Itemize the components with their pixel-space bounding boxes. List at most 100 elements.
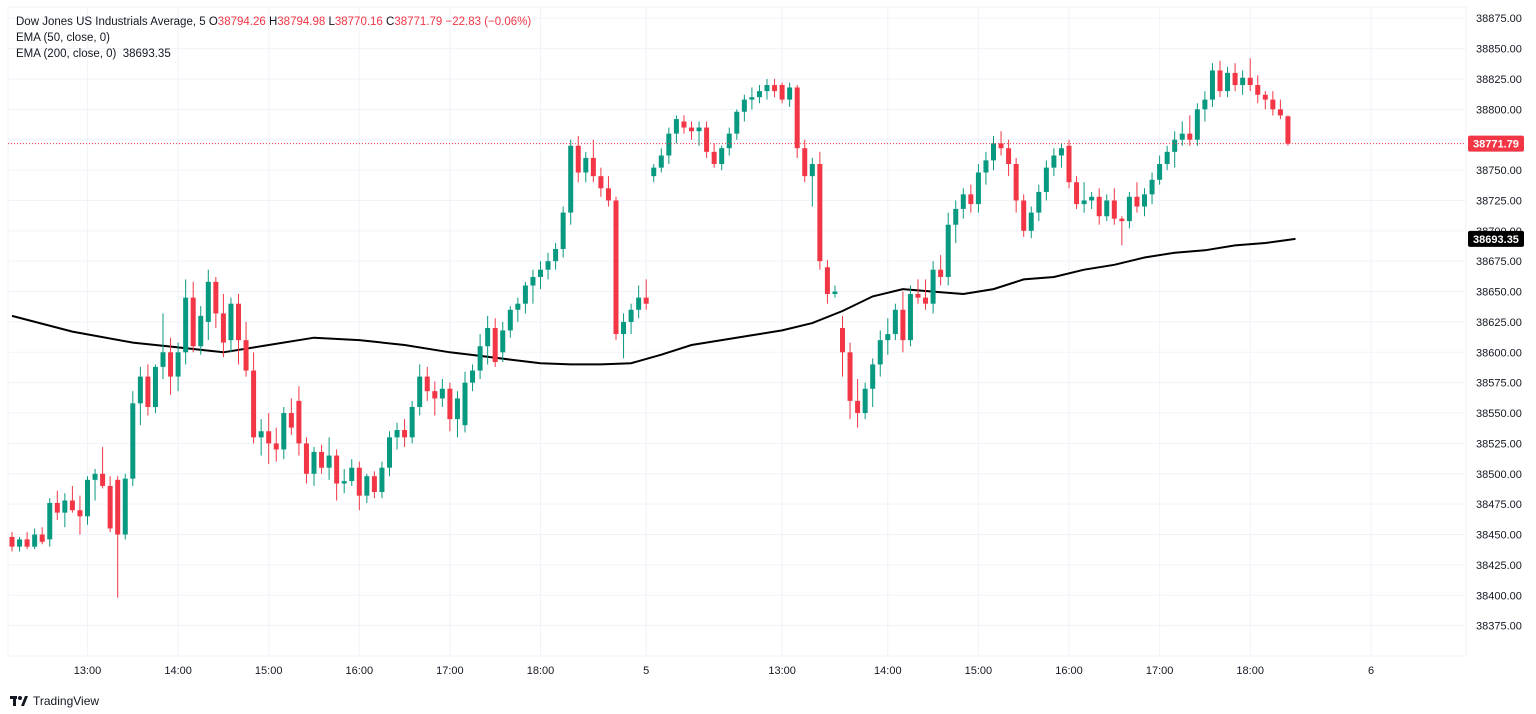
y-tick-label: 38800.00	[1476, 104, 1522, 116]
tradingview-footer[interactable]: TradingView	[10, 694, 99, 708]
candle-body	[847, 352, 853, 401]
candle	[915, 279, 921, 304]
candle-body	[855, 400, 861, 414]
candle	[613, 196, 619, 341]
candle-body	[1028, 212, 1034, 231]
candle-body	[1270, 99, 1276, 110]
price-axis[interactable]: 38375.00 38400.00 38425.00 38450.00 38475.00…	[1468, 13, 1524, 633]
candle-body	[840, 328, 845, 353]
candle-body	[145, 376, 151, 407]
candle-body	[938, 269, 944, 277]
candle	[341, 468, 347, 494]
candle	[689, 121, 694, 140]
candle	[787, 82, 793, 107]
candle-body	[583, 157, 589, 173]
candle-body	[1043, 167, 1049, 192]
candle	[1021, 194, 1027, 237]
candle-body	[538, 269, 543, 277]
candle	[273, 427, 279, 462]
candle-body	[787, 87, 793, 100]
candle	[696, 121, 702, 146]
candle-body	[402, 430, 408, 438]
candle	[877, 330, 883, 377]
candle	[137, 366, 143, 426]
candle-body	[862, 388, 868, 414]
y-tick-label: 38375.00	[1476, 621, 1522, 633]
high-value: 38794.98	[277, 16, 326, 28]
candle	[666, 127, 672, 164]
candle	[794, 85, 800, 158]
candle-body	[870, 364, 876, 389]
y-tick-label: 38425.00	[1476, 560, 1522, 572]
candle-body	[975, 172, 981, 205]
candle-body	[115, 479, 121, 535]
last-price-label-bg	[1468, 135, 1524, 152]
x-tick-label: 17:00	[436, 665, 464, 677]
candle-body	[24, 539, 30, 547]
candle	[243, 321, 249, 377]
candle-body	[77, 510, 83, 517]
candle	[334, 449, 340, 501]
candle-body	[1134, 196, 1140, 207]
candle-body	[341, 481, 347, 484]
candle	[1058, 143, 1064, 168]
candle	[454, 391, 460, 438]
candle-body	[424, 376, 430, 392]
candle-body	[726, 133, 732, 149]
candle-body	[877, 340, 883, 365]
candle	[568, 139, 574, 225]
candle	[1262, 91, 1268, 110]
candle	[379, 461, 385, 499]
candle-body	[885, 334, 891, 341]
candle	[621, 313, 627, 359]
candle	[470, 364, 476, 392]
candle	[152, 364, 158, 414]
candle	[605, 176, 611, 207]
candle	[651, 164, 657, 183]
candle	[1179, 121, 1185, 146]
high-label: H	[268, 16, 278, 28]
candle	[1074, 176, 1080, 209]
x-tick-label: 14:00	[874, 665, 902, 677]
candle	[1255, 75, 1261, 104]
candle-body	[1255, 85, 1261, 95]
y-tick-label: 38550.00	[1476, 408, 1522, 420]
candle	[349, 459, 355, 486]
candle	[734, 109, 740, 140]
candle-body	[666, 133, 672, 156]
low-label: L	[328, 16, 335, 28]
candle	[424, 366, 430, 401]
candle-body	[1013, 164, 1019, 201]
candle-body	[387, 437, 392, 468]
candle-body	[1247, 77, 1253, 86]
candle-body	[568, 145, 574, 213]
candle	[145, 364, 151, 416]
candle	[885, 318, 891, 355]
candle	[130, 391, 136, 486]
candle-body	[236, 303, 241, 341]
symbol-name[interactable]: Dow Jones US Industrials Average, 5	[16, 16, 206, 28]
candle	[1111, 188, 1117, 225]
candle	[907, 285, 913, 347]
candle-body	[69, 500, 75, 511]
candle	[522, 281, 528, 314]
x-tick-label: 5	[643, 665, 649, 677]
ema200-price-label-bg	[1468, 230, 1524, 247]
time-axis[interactable]: 13:00 14:00 15:00 16:00 17:00 18:00 5 13:00 14:0…	[74, 665, 1374, 677]
candle-body	[802, 148, 808, 177]
candle-body	[100, 473, 106, 486]
candle	[1096, 188, 1102, 225]
legend-ema50-row[interactable]: EMA (50, close, 0)	[16, 30, 531, 46]
candle	[741, 94, 747, 122]
candle	[236, 293, 241, 365]
candle	[681, 115, 687, 134]
legend-ema200-row[interactable]: EMA (200, close, 0) 38693.35	[16, 46, 531, 62]
candle-body	[643, 297, 649, 304]
candle	[545, 252, 551, 280]
candle-body	[137, 376, 143, 404]
y-tick-label: 38725.00	[1476, 195, 1522, 207]
candle-body	[1104, 200, 1110, 217]
candle-body	[1142, 194, 1147, 207]
candle-body	[168, 352, 174, 377]
